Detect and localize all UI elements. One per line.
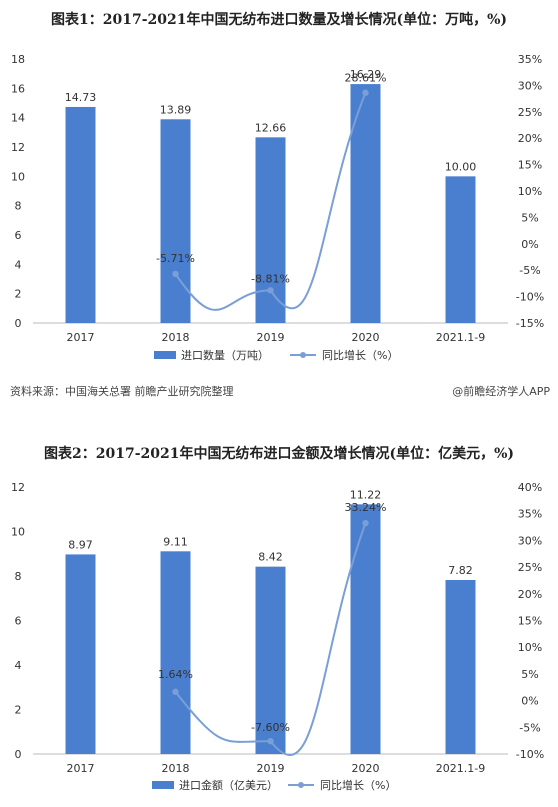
growth-point [172,688,179,696]
chart1-title: 图表1：2017-2021年中国无纺布进口数量及增长情况(单位：万吨，%) [50,12,508,28]
bar [65,554,96,754]
y2-tick-label: 10% [518,185,542,198]
y-tick-label: 10 [11,170,25,183]
y2-tick-label: 25% [518,106,542,119]
bar-value-label: 9.11 [163,535,188,548]
bar [65,106,96,324]
bar-value-label: 7.82 [448,564,473,577]
bar-value-label: 16.29 [350,68,382,81]
y2-tick-label: -5% [519,721,540,734]
chart2-title: 图表2：2017-2021年中国无纺布进口金额及增长情况(单位：亿美元，%) [43,446,515,462]
y-tick-label: 2 [15,288,22,301]
growth-point [267,287,274,294]
x-tick-label: 2020 [352,331,380,344]
growth-point [172,270,179,278]
y-tick-label: 16 [11,82,25,95]
y-tick-label: 4 [15,659,22,672]
y-tick-label: 14 [11,112,25,125]
legend-bar-label: 进口数量（万吨） [181,349,269,362]
y2-tick-label: 20% [518,132,542,145]
y2-tick-label: 5% [521,668,538,681]
bar-value-label: 8.97 [68,538,93,551]
y2-tick-label: -10% [516,291,544,304]
bar-value-label: 8.42 [258,551,283,564]
y2-tick-label: 25% [518,561,542,574]
x-tick-label: 2020 [352,762,380,775]
y2-tick-label: 0% [521,695,538,708]
y-tick-label: 10 [11,526,25,539]
y2-tick-label: 35% [518,508,542,521]
y2-tick-label: -10% [516,748,544,761]
x-tick-label: 2019 [257,762,285,775]
y-tick-label: 0 [15,748,22,761]
legend-line-marker [298,782,304,788]
y2-tick-label: 35% [518,53,542,66]
y-tick-label: 12 [11,481,25,494]
legend-bar-swatch [152,781,174,789]
y2-tick-label: 40% [518,481,542,494]
y-tick-label: 6 [15,229,22,242]
growth-value-label: 28.61% [345,72,387,85]
growth-value-label: 1.64% [158,668,193,681]
x-tick-label: 2021.1-9 [436,762,485,775]
chart1-svg: 0 2 4 6 8 10 12 14 16 18 35% 30% 25% 20% 15% 10% 5% 0% -5%… [11,53,544,362]
growth-line [174,522,367,756]
bar-value-label: 14.73 [65,91,97,104]
y2-tick-label: -15% [516,317,544,330]
y-tick-label: 18 [11,53,25,66]
x-tick-label: 2018 [162,331,190,344]
y2-tick-label: 15% [518,159,542,172]
legend-line-label: 同比增长（%） [322,348,398,362]
y2-tick-label: 15% [518,615,542,628]
growth-value-label: -8.81% [251,272,290,285]
bar [160,551,191,754]
growth-point [267,737,274,745]
y-tick-label: 2 [15,704,22,717]
y2-tick-label: 20% [518,588,542,601]
y-tick-label: 12 [11,141,25,154]
bar [350,504,381,754]
legend-line-marker [300,352,306,358]
y2-tick-label: 10% [518,641,542,654]
legend-bar-swatch [154,351,176,359]
legend-line-label: 同比增长（%） [320,778,396,792]
growth-value-label: -7.60% [251,721,290,734]
x-tick-label: 2021.1-9 [436,331,485,344]
bar-value-label: 10.00 [445,160,477,173]
bar [255,137,286,323]
bar [255,566,286,754]
growth-point [362,89,369,96]
bar-value-label: 13.89 [160,103,192,116]
y-tick-label: 8 [15,200,22,213]
bar-value-label: 11.22 [350,488,382,501]
growth-value-label: 33.24% [345,501,387,514]
bar [160,119,191,323]
x-tick-label: 2019 [257,331,285,344]
growth-line [174,92,367,311]
chart2-svg: 0 2 4 6 8 10 12 40% 35% 30% 25% 20% 15% 10% 5% 0% -5% -10… [11,481,544,792]
x-tick-label: 2018 [162,762,190,775]
bar-value-label: 12.66 [255,121,287,134]
bar [350,84,381,323]
x-tick-label: 2017 [67,762,95,775]
y-tick-label: 4 [15,258,22,271]
growth-value-label: -5.71% [156,252,195,265]
source-note: 资料来源：中国海关总署 前瞻产业研究院整理 [10,385,234,398]
y-tick-label: 8 [15,570,22,583]
growth-point [362,519,369,527]
y2-tick-label: 0% [521,238,538,251]
y-tick-label: 0 [15,317,22,330]
y2-tick-label: 5% [521,211,538,224]
y2-tick-label: -5% [519,264,540,277]
y2-tick-label: 30% [518,534,542,547]
bar [445,176,476,323]
y-tick-label: 6 [15,615,22,628]
x-tick-label: 2017 [67,331,95,344]
bar [445,580,476,754]
legend-bar-label: 进口金额（亿美元） [179,778,278,792]
brand-credit: @前瞻经济学人APP [452,385,550,398]
y2-tick-label: 30% [518,79,542,92]
